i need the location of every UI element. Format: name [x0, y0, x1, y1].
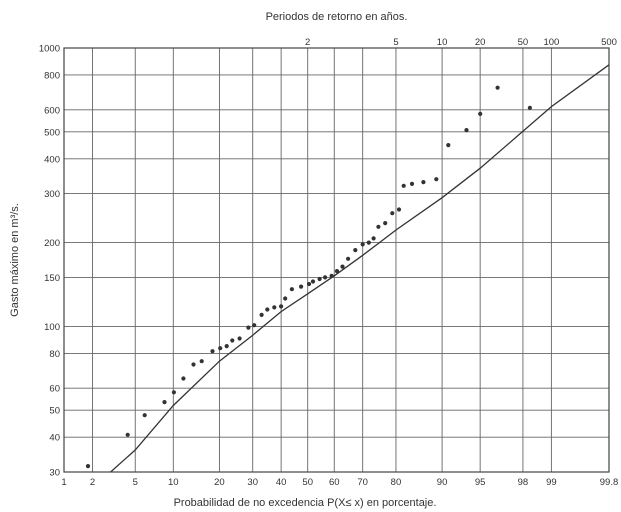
data-point-21	[299, 284, 304, 289]
data-point-37	[396, 207, 402, 212]
data-point-43	[464, 128, 469, 133]
data-point-16	[265, 307, 270, 312]
data-point-9	[218, 346, 223, 351]
data-point-30	[353, 248, 358, 253]
y-tick-label-12: 800	[44, 70, 60, 81]
data-point-36	[390, 211, 395, 216]
x-tick-label-4: 20	[214, 477, 225, 488]
y-tick-label-7: 200	[44, 238, 60, 249]
fitted-curve	[110, 64, 610, 473]
y-tick-label-4: 80	[49, 349, 60, 360]
data-point-40	[421, 180, 426, 185]
x-tick-label-9: 70	[357, 477, 368, 488]
fitted-curve-layer	[110, 64, 610, 473]
top-tick-label-3: 20	[475, 37, 486, 48]
data-point-11	[230, 338, 235, 343]
data-point-13	[246, 325, 251, 330]
x-tick-label-11: 90	[437, 477, 448, 488]
data-point-35	[383, 221, 388, 226]
x-tick-label-14: 99	[546, 477, 557, 488]
top-tick-label-4: 50	[518, 37, 529, 48]
data-point-27	[334, 269, 340, 274]
x-tick-label-2: 5	[133, 477, 138, 488]
x-tick-label-3: 10	[168, 477, 179, 488]
data-point-41	[434, 177, 439, 182]
grid	[63, 47, 610, 473]
top-tick-label-0: 2	[305, 37, 310, 48]
data-point-4	[171, 390, 176, 395]
x-axis-title: Probabilidad de no excedencia P(X≤ x) en…	[174, 497, 437, 509]
data-point-1	[125, 432, 130, 437]
data-point-12	[237, 336, 242, 341]
y-tick-label-3: 60	[49, 384, 60, 395]
data-point-18	[279, 304, 284, 309]
data-point-10	[224, 344, 229, 349]
data-point-15	[259, 312, 264, 317]
x-tick-label-12: 95	[475, 477, 486, 488]
data-point-44	[478, 111, 483, 116]
x-tick-label-5: 30	[247, 477, 258, 488]
data-point-45	[495, 85, 500, 90]
x-tick-label-7: 50	[302, 477, 313, 488]
top-tick-label-5: 100	[543, 37, 559, 48]
data-point-24	[317, 276, 322, 282]
data-points-layer	[85, 85, 533, 469]
data-point-34	[376, 224, 381, 229]
x-tick-label-8: 60	[329, 477, 340, 488]
data-point-2	[142, 413, 147, 418]
y-tick-label-1: 40	[49, 433, 60, 444]
data-point-29	[346, 256, 351, 261]
data-point-0	[85, 464, 91, 469]
data-point-6	[191, 362, 196, 367]
data-point-17	[272, 305, 277, 310]
data-point-46	[527, 105, 533, 110]
data-point-19	[283, 296, 288, 301]
y-axis-title: Gasto máximo en m³/s.	[9, 203, 21, 317]
data-point-14	[252, 323, 257, 328]
y-tick-label-8: 300	[44, 189, 60, 200]
plot-frame	[63, 47, 610, 473]
x-tick-label-6: 40	[276, 477, 287, 488]
top-tick-label-1: 5	[393, 37, 398, 48]
y-tick-label-9: 400	[44, 154, 60, 165]
y-tick-label-13: 1000	[39, 44, 60, 55]
y-tick-label-11: 600	[44, 105, 60, 116]
data-point-26	[329, 273, 334, 278]
top-tick-label-2: 10	[437, 37, 448, 48]
top-tick-label-6: 500	[601, 37, 617, 48]
x-tick-label-13: 98	[518, 477, 529, 488]
data-point-31	[360, 242, 365, 247]
top-axis-title: Periodos de retorno en años.	[266, 11, 408, 23]
data-point-3	[162, 400, 167, 405]
y-tick-label-10: 500	[44, 127, 60, 138]
data-point-8	[210, 349, 215, 354]
data-point-38	[401, 183, 406, 188]
x-tick-label-15: 99.8	[600, 477, 619, 488]
data-point-20	[289, 287, 294, 292]
y-tick-label-0: 30	[49, 468, 60, 479]
y-tick-label-6: 150	[44, 273, 60, 284]
tick-labels: 1 2 5 10 20 30 40 50 60 70 80 90 95 98 99 99.8 30 40 50 60 8…	[39, 37, 618, 488]
x-tick-label-0: 1	[61, 477, 66, 488]
x-tick-label-1: 2	[90, 477, 95, 488]
y-tick-label-2: 50	[49, 406, 60, 417]
data-point-42	[446, 143, 451, 148]
y-tick-label-5: 100	[44, 322, 60, 333]
data-point-25	[323, 275, 328, 280]
data-point-22	[306, 281, 312, 287]
data-point-39	[409, 181, 415, 186]
x-tick-label-10: 80	[391, 477, 402, 488]
data-point-5	[181, 376, 186, 381]
data-point-23	[310, 279, 316, 284]
data-point-7	[199, 359, 204, 364]
data-point-32	[366, 240, 371, 245]
data-point-28	[340, 264, 345, 269]
data-point-33	[371, 236, 376, 241]
